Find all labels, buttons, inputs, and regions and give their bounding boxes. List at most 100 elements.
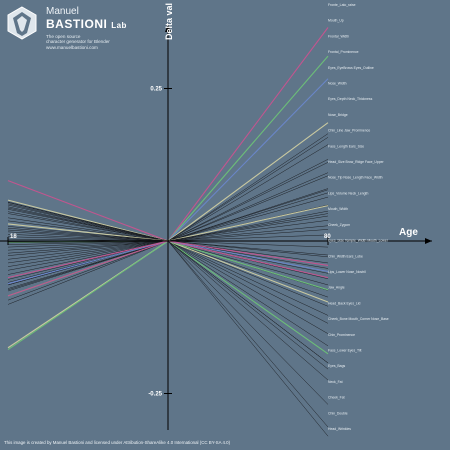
license-footer: This image is created by Manuel Bastioni… <box>4 440 231 445</box>
series-label: Eyes_Depth Neck_Thickness <box>328 97 373 101</box>
series-line-left <box>7 240 169 254</box>
brand-tagline: The open source character generator for … <box>46 34 110 50</box>
series-line-right <box>167 240 329 307</box>
series-line-right <box>167 234 329 242</box>
series-line-right <box>167 240 329 370</box>
series-line-right <box>167 162 329 242</box>
series-label: Head_Back Eyes_Lid <box>328 301 361 305</box>
series-line-left <box>7 240 169 245</box>
series-line-left <box>7 240 169 267</box>
series-line-left <box>7 240 169 251</box>
series-line-right <box>167 133 329 242</box>
series-line-right <box>167 55 329 242</box>
series-line-left <box>7 211 169 242</box>
series-label: Eyes_Bags <box>328 364 345 368</box>
series-label: Neck_Fat <box>328 380 343 384</box>
series-line-right <box>167 192 329 242</box>
series-line-right <box>167 172 329 242</box>
series-line-left <box>7 240 169 289</box>
series-label: Chin_Prominence <box>328 333 355 337</box>
series-label: Frontal_Prominence <box>328 50 359 54</box>
tagline-1: The open source <box>46 34 81 39</box>
series-label: Face_Lower Eyes_Tilt <box>328 348 361 352</box>
series-line-left <box>7 240 169 301</box>
series-label: Frontal_Width <box>328 34 349 38</box>
series-line-right <box>167 229 329 242</box>
series-label: Lips_Volume Neck_Length <box>328 191 368 195</box>
series-label: Mouth_Width <box>328 207 348 211</box>
brand-name: BASTIONI <box>46 17 108 31</box>
series-line-right <box>167 240 329 334</box>
series-line-left <box>7 240 169 297</box>
series-line-right <box>167 240 329 405</box>
series-line-right <box>167 240 329 258</box>
series-line-left <box>7 209 169 242</box>
series-line-left <box>7 240 169 264</box>
series-line-left <box>7 203 169 242</box>
series-line-left <box>7 240 169 260</box>
series-line-left <box>7 240 169 305</box>
series-line-left <box>7 236 169 242</box>
series-line-right <box>167 240 329 291</box>
brand-block: Manuel BASTIONI Lab The open source char… <box>6 4 166 70</box>
series-line-right <box>167 196 329 242</box>
series-line-left <box>7 213 169 242</box>
x-axis-title: Age <box>399 227 418 238</box>
brand-line-2: BASTIONI Lab <box>46 17 127 31</box>
series-line-left <box>7 240 169 285</box>
series-line-left <box>7 240 169 248</box>
series-line-right <box>167 189 329 242</box>
series-line-right <box>167 240 329 381</box>
series-line-left <box>7 231 169 242</box>
series-line-right <box>167 240 329 324</box>
series-line-right <box>167 78 329 242</box>
series-line-right <box>167 240 329 428</box>
series-line-right <box>167 213 329 242</box>
series-line-left <box>7 199 169 242</box>
series-line-right <box>167 240 329 298</box>
series-line-right <box>167 225 329 242</box>
series-line-left <box>7 201 169 242</box>
series-line-left <box>7 234 169 242</box>
series-label: Nose_Bridge <box>328 113 348 117</box>
series-line-right <box>167 27 329 242</box>
series-label: Chin_Line Jaw_Prominence <box>328 129 370 133</box>
series-line-left <box>7 227 169 242</box>
logo-icon <box>7 6 37 40</box>
series-line-right <box>167 205 329 242</box>
series-label: Fronte_Lato_raise <box>328 3 356 7</box>
series-line-right <box>167 137 329 242</box>
series-line-left <box>7 229 169 242</box>
series-line-left <box>7 240 169 256</box>
y-axis-arrow <box>165 24 171 32</box>
series-line-right <box>167 144 329 242</box>
brand-suffix: Lab <box>111 21 127 30</box>
series-label: Chin_Double <box>328 411 348 415</box>
series-label: Lips_Lower Nose_Nostril <box>328 270 366 274</box>
series-label: Mouth_Up <box>328 19 344 23</box>
series-line-right <box>167 215 329 242</box>
series-line-left <box>7 226 169 242</box>
series-line-right <box>167 240 329 303</box>
series-label: Cheek_Fat <box>328 396 345 400</box>
series-label: Cheek_Bone Mouth_Corner Nose_Base <box>328 317 389 321</box>
series-label: Face_Length Ears_Size <box>328 144 364 148</box>
y-axis-title: Delta val <box>164 2 174 40</box>
brand-line-1: Manuel <box>46 6 79 17</box>
series-line-right <box>167 240 329 266</box>
series-label: Nose_Width <box>328 82 347 86</box>
y-tick-label: 0.25 <box>150 87 162 93</box>
series-line-right <box>167 240 329 355</box>
series-label: Nose_Tip Nose_Length Face_Width <box>328 176 383 180</box>
series-label: Eyes_EyeBrows Eyes_Outline <box>328 66 374 70</box>
series-line-right <box>167 159 329 242</box>
series-line-right <box>167 220 329 242</box>
series-line-right <box>167 240 329 364</box>
series-line-left <box>7 240 169 279</box>
y-tick-label: -0.25 <box>148 392 162 398</box>
series-label: Eyes_Size Temple_Width Mouth_Lower <box>328 239 389 243</box>
series-line-right <box>167 240 329 286</box>
series-line-left <box>7 240 169 271</box>
series-label: Head_Size Brow_Ridge Face_Upper <box>328 160 384 164</box>
